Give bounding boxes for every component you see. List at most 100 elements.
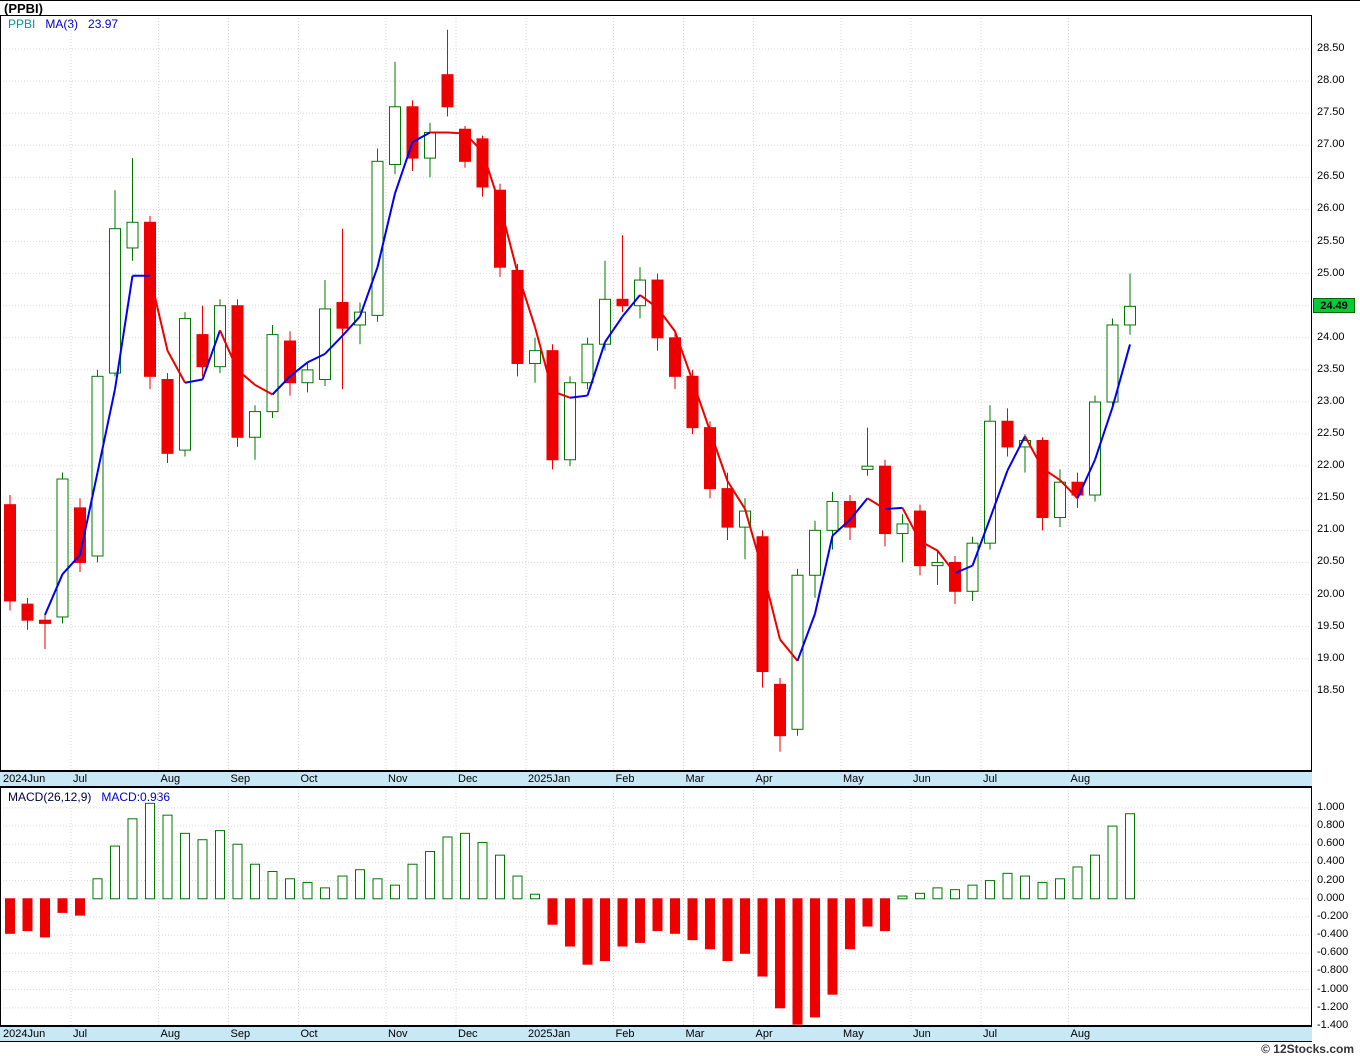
price-axis-tick: 18.50 — [1317, 683, 1345, 696]
macd-bar-positive — [1090, 854, 1100, 900]
candle-body-down — [144, 221, 156, 377]
ma-line-segment — [726, 480, 746, 510]
ma-line-segment — [621, 294, 641, 318]
month-label: Jun — [913, 773, 931, 785]
macd-bar-positive — [442, 836, 453, 900]
candle-body-up — [581, 343, 594, 384]
macd-bar-negative — [75, 898, 85, 916]
macd-bar-positive — [92, 878, 103, 900]
macd-bar-positive — [1020, 875, 1030, 900]
macd-bar-negative — [687, 898, 698, 941]
macd-bar-positive — [530, 893, 540, 900]
price-axis-tick: 19.00 — [1317, 651, 1345, 664]
candle-body-up — [249, 411, 261, 438]
month-label: May — [843, 773, 864, 785]
macd-bar-positive — [162, 814, 173, 900]
candle-body-down — [39, 619, 51, 624]
candle-body-up — [896, 523, 909, 535]
ma-line-segment — [1111, 344, 1131, 408]
macd-bar-positive — [425, 851, 435, 900]
month-label: Jun — [913, 1028, 931, 1040]
ma-line-segment — [96, 388, 116, 473]
price-axis-tick: 23.00 — [1317, 394, 1345, 407]
macd-bar-negative — [775, 898, 785, 1009]
ma-line-segment — [1094, 407, 1114, 461]
price-frame — [0, 15, 1312, 771]
macd-bar-negative — [617, 898, 628, 947]
ma-line-segment — [516, 272, 536, 328]
candle-body-up — [1106, 324, 1119, 403]
macd-bar-negative — [5, 898, 15, 934]
macd-legend: MACD(26,12,9) MACD:0.936 — [8, 790, 180, 804]
macd-bar-negative — [862, 898, 873, 927]
price-chart-canvas — [0, 15, 1312, 771]
ma-line-segment — [761, 569, 781, 640]
price-axis-tick: 21.00 — [1317, 523, 1345, 536]
month-label: Jul — [983, 773, 998, 785]
candle-body-down — [476, 138, 489, 188]
candle-body-down — [336, 302, 349, 329]
ma-line-segment — [236, 369, 256, 386]
month-label: Dec — [458, 773, 478, 785]
ma-line-segment — [831, 518, 851, 537]
month-label: Jul — [73, 1028, 88, 1040]
ma-line-segment — [1041, 467, 1061, 481]
month-label: Jul — [983, 1028, 998, 1040]
macd-axis-tick: -1.000 — [1317, 982, 1349, 995]
candle-body-up — [826, 500, 839, 531]
ma-line-segment — [779, 638, 799, 662]
candle-body-down — [1071, 481, 1084, 496]
macd-axis-tick: -0.600 — [1317, 946, 1349, 959]
ma-line-segment — [656, 307, 676, 332]
price-axis-tick: 22.00 — [1317, 459, 1345, 472]
candle-body-up — [371, 160, 384, 316]
candle-body-down — [616, 298, 629, 307]
macd-bar-positive — [390, 884, 400, 900]
month-label: 2024Jun — [3, 1028, 46, 1040]
ma-line-segment — [586, 341, 606, 396]
ma-line-segment — [394, 141, 414, 194]
watermark-link[interactable]: © 12Stocks.com — [1261, 1042, 1354, 1056]
candle-body-up — [1124, 305, 1136, 326]
ma-line-segment — [289, 361, 309, 378]
candle-body-up — [109, 228, 121, 374]
macd-bar-positive — [1072, 866, 1083, 900]
month-label: Aug — [160, 1028, 181, 1040]
price-legend: PPBI MA(3) 23.97 — [8, 17, 128, 31]
macd-bar-negative — [22, 898, 33, 932]
ma-line-segment — [149, 275, 169, 351]
candle-body-down — [686, 375, 699, 429]
macd-axis-tick: 0.800 — [1317, 819, 1345, 832]
candle-body-down — [161, 379, 174, 454]
macd-bar-negative — [880, 898, 890, 932]
macd-bar-negative — [40, 898, 50, 938]
macd-axis-tick: 0.000 — [1317, 891, 1345, 904]
candle-body-up — [319, 308, 331, 381]
candle-body-up — [861, 465, 874, 470]
macd-frame — [0, 787, 1312, 1026]
macd-bar-positive — [267, 871, 278, 900]
ma-line-segment — [901, 507, 921, 542]
ma-label: MA(3) — [45, 17, 79, 31]
macd-bar-negative — [705, 898, 715, 950]
macd-bar-positive — [302, 881, 313, 900]
candle-body-up — [214, 305, 226, 368]
ma-line-segment — [79, 472, 99, 556]
macd-bar-positive — [145, 802, 155, 900]
candle-body-up — [809, 529, 821, 576]
price-axis-tick: 27.50 — [1317, 106, 1345, 119]
ma-line-segment — [376, 193, 396, 268]
macd-bar-negative — [722, 898, 733, 962]
ma-line-segment — [814, 535, 834, 614]
ma-line-segment — [936, 550, 956, 574]
ma-line-segment — [639, 294, 659, 309]
last-price-badge: 24.49 — [1313, 298, 1355, 314]
macd-axis-tick: 0.400 — [1317, 855, 1345, 868]
candle-body-down — [21, 603, 34, 621]
month-label: Feb — [615, 773, 635, 785]
candle-body-down — [459, 128, 471, 162]
macd-bar-positive — [1055, 878, 1065, 900]
ma-line-segment — [447, 131, 466, 135]
ma-line-segment — [691, 380, 711, 432]
month-label: Jul — [73, 773, 88, 785]
